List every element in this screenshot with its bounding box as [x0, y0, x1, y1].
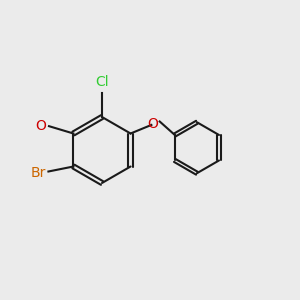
- Text: O: O: [36, 118, 46, 133]
- Text: Br: Br: [31, 166, 46, 180]
- Text: Cl: Cl: [95, 75, 109, 89]
- Text: O: O: [147, 117, 158, 131]
